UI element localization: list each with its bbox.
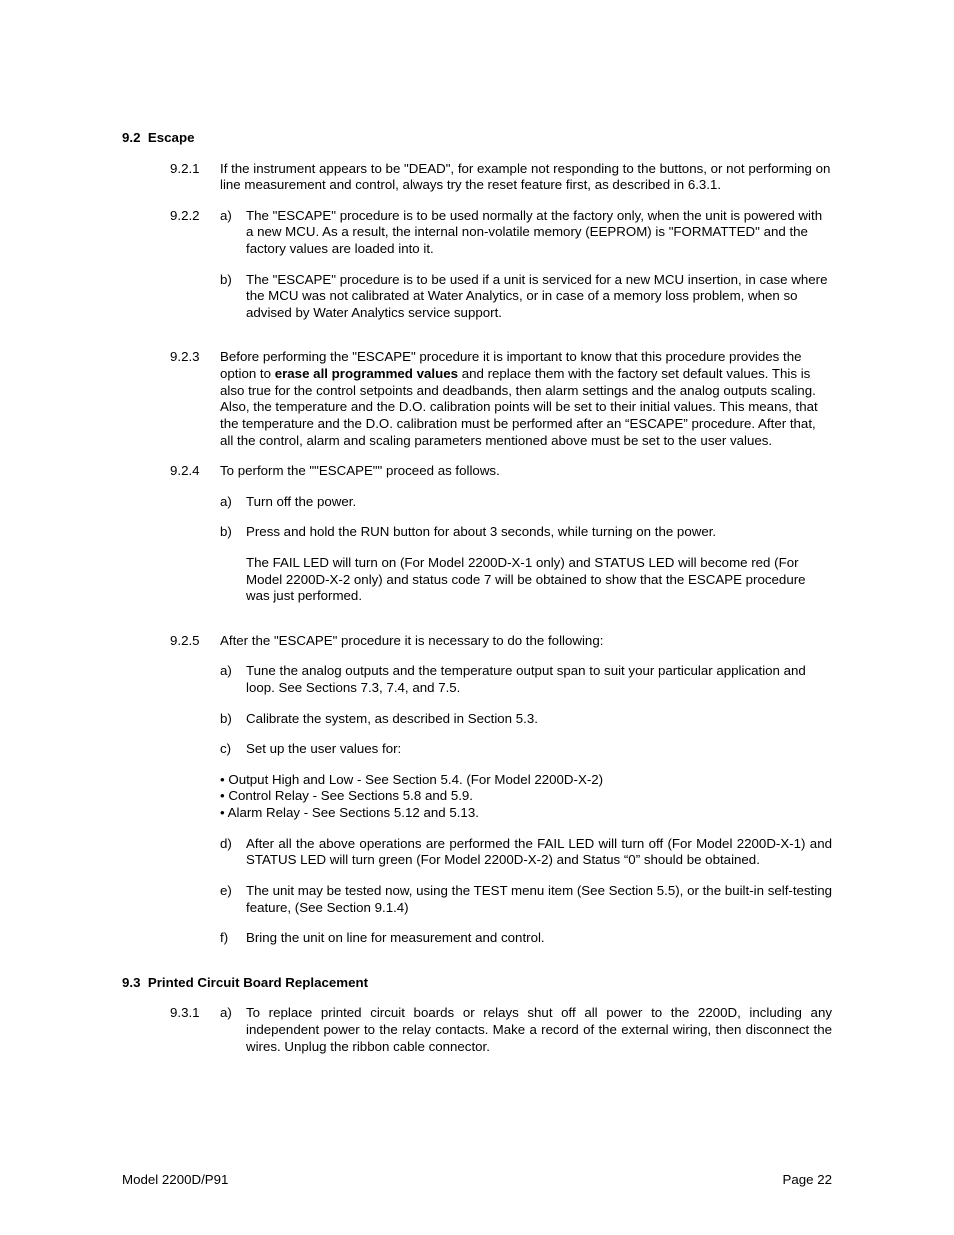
subitem-note: The FAIL LED will turn on (For Model 220…	[220, 555, 832, 605]
subitem-text: The "ESCAPE" procedure is to be used if …	[246, 272, 832, 322]
section-heading-9-2: 9.2 Escape	[122, 130, 832, 147]
subitem-a: a) Turn off the power.	[220, 494, 832, 511]
subitem-text: Bring the unit on line for measurement a…	[246, 930, 832, 947]
subitem-text: Tune the analog outputs and the temperat…	[246, 663, 832, 696]
subitem-f: f) Bring the unit on line for measuremen…	[220, 930, 832, 947]
item-number: 9.2.4	[122, 463, 220, 619]
subitem-letter: a)	[220, 663, 246, 696]
subitem-a: a) The "ESCAPE" procedure is to be used …	[220, 208, 832, 258]
item-text: If the instrument appears to be "DEAD", …	[220, 161, 832, 194]
bullet-item: • Control Relay - See Sections 5.8 and 5…	[220, 788, 832, 805]
subitem-text: Set up the user values for:	[246, 741, 832, 758]
subitem-letter: f)	[220, 930, 246, 947]
subitem-letter: b)	[220, 272, 246, 322]
footer-right: Page 22	[782, 1172, 832, 1189]
item-9-2-3: 9.2.3 Before performing the "ESCAPE" pro…	[122, 349, 832, 449]
subitem-letter: d)	[220, 836, 246, 869]
subitem-text: Calibrate the system, as described in Se…	[246, 711, 832, 728]
section-title-text: Printed Circuit Board Replacement	[148, 975, 368, 990]
section-number: 9.3	[122, 975, 141, 992]
bullet-item: • Output High and Low - See Section 5.4.…	[220, 772, 832, 789]
subitem-a: a) To replace printed circuit boards or …	[220, 1005, 832, 1055]
subitem-letter: a)	[220, 1005, 246, 1055]
subitem-letter: c)	[220, 741, 246, 758]
item-number: 9.2.1	[122, 161, 220, 194]
subitem-text: Press and hold the RUN button for about …	[246, 524, 832, 541]
subitem-b: b) The "ESCAPE" procedure is to be used …	[220, 272, 832, 322]
bullet-list: • Output High and Low - See Section 5.4.…	[220, 772, 832, 822]
subitem-letter: a)	[220, 494, 246, 511]
subitem-e: e) The unit may be tested now, using the…	[220, 883, 832, 916]
subitem-text: The "ESCAPE" procedure is to be used nor…	[246, 208, 832, 258]
subitem-text: Turn off the power.	[246, 494, 832, 511]
page-footer: Model 2200D/P91 Page 22	[122, 1172, 832, 1189]
subitem-a: a) Tune the analog outputs and the tempe…	[220, 663, 832, 696]
subitem-letter: b)	[220, 711, 246, 728]
footer-left: Model 2200D/P91	[122, 1172, 228, 1189]
item-intro: After the "ESCAPE" procedure it is neces…	[220, 633, 832, 650]
subitem-letter: e)	[220, 883, 246, 916]
subitem-letter: b)	[220, 524, 246, 541]
item-number: 9.2.5	[122, 633, 220, 961]
subitem-text: To replace printed circuit boards or rel…	[246, 1005, 832, 1055]
subitem-letter: a)	[220, 208, 246, 258]
subitem-d: d) After all the above operations are pe…	[220, 836, 832, 869]
item-9-3-1: 9.3.1 a) To replace printed circuit boar…	[122, 1005, 832, 1055]
item-9-2-5: 9.2.5 After the "ESCAPE" procedure it is…	[122, 633, 832, 961]
bullet-item: • Alarm Relay - See Sections 5.12 and 5.…	[220, 805, 832, 822]
subitem-b: b) Press and hold the RUN button for abo…	[220, 524, 832, 541]
item-text: Before performing the "ESCAPE" procedure…	[220, 349, 832, 449]
item-9-2-2: 9.2.2 a) The "ESCAPE" procedure is to be…	[122, 208, 832, 336]
subitem-c: c) Set up the user values for:	[220, 741, 832, 758]
section-title-text: Escape	[148, 130, 195, 145]
item-intro: To perform the ""ESCAPE"" proceed as fol…	[220, 463, 832, 480]
item-9-2-4: 9.2.4 To perform the ""ESCAPE"" proceed …	[122, 463, 832, 619]
text-bold: erase all programmed values	[275, 366, 458, 381]
subitem-text: The unit may be tested now, using the TE…	[246, 883, 832, 916]
section-heading-9-3: 9.3 Printed Circuit Board Replacement	[122, 975, 832, 992]
subitem-text: After all the above operations are perfo…	[246, 836, 832, 869]
item-number: 9.2.3	[122, 349, 220, 449]
item-number: 9.2.2	[122, 208, 220, 336]
item-number: 9.3.1	[122, 1005, 220, 1055]
section-number: 9.2	[122, 130, 141, 147]
document-page: 9.2 Escape 9.2.1 If the instrument appea…	[0, 0, 954, 1235]
item-9-2-1: 9.2.1 If the instrument appears to be "D…	[122, 161, 832, 194]
subitem-b: b) Calibrate the system, as described in…	[220, 711, 832, 728]
